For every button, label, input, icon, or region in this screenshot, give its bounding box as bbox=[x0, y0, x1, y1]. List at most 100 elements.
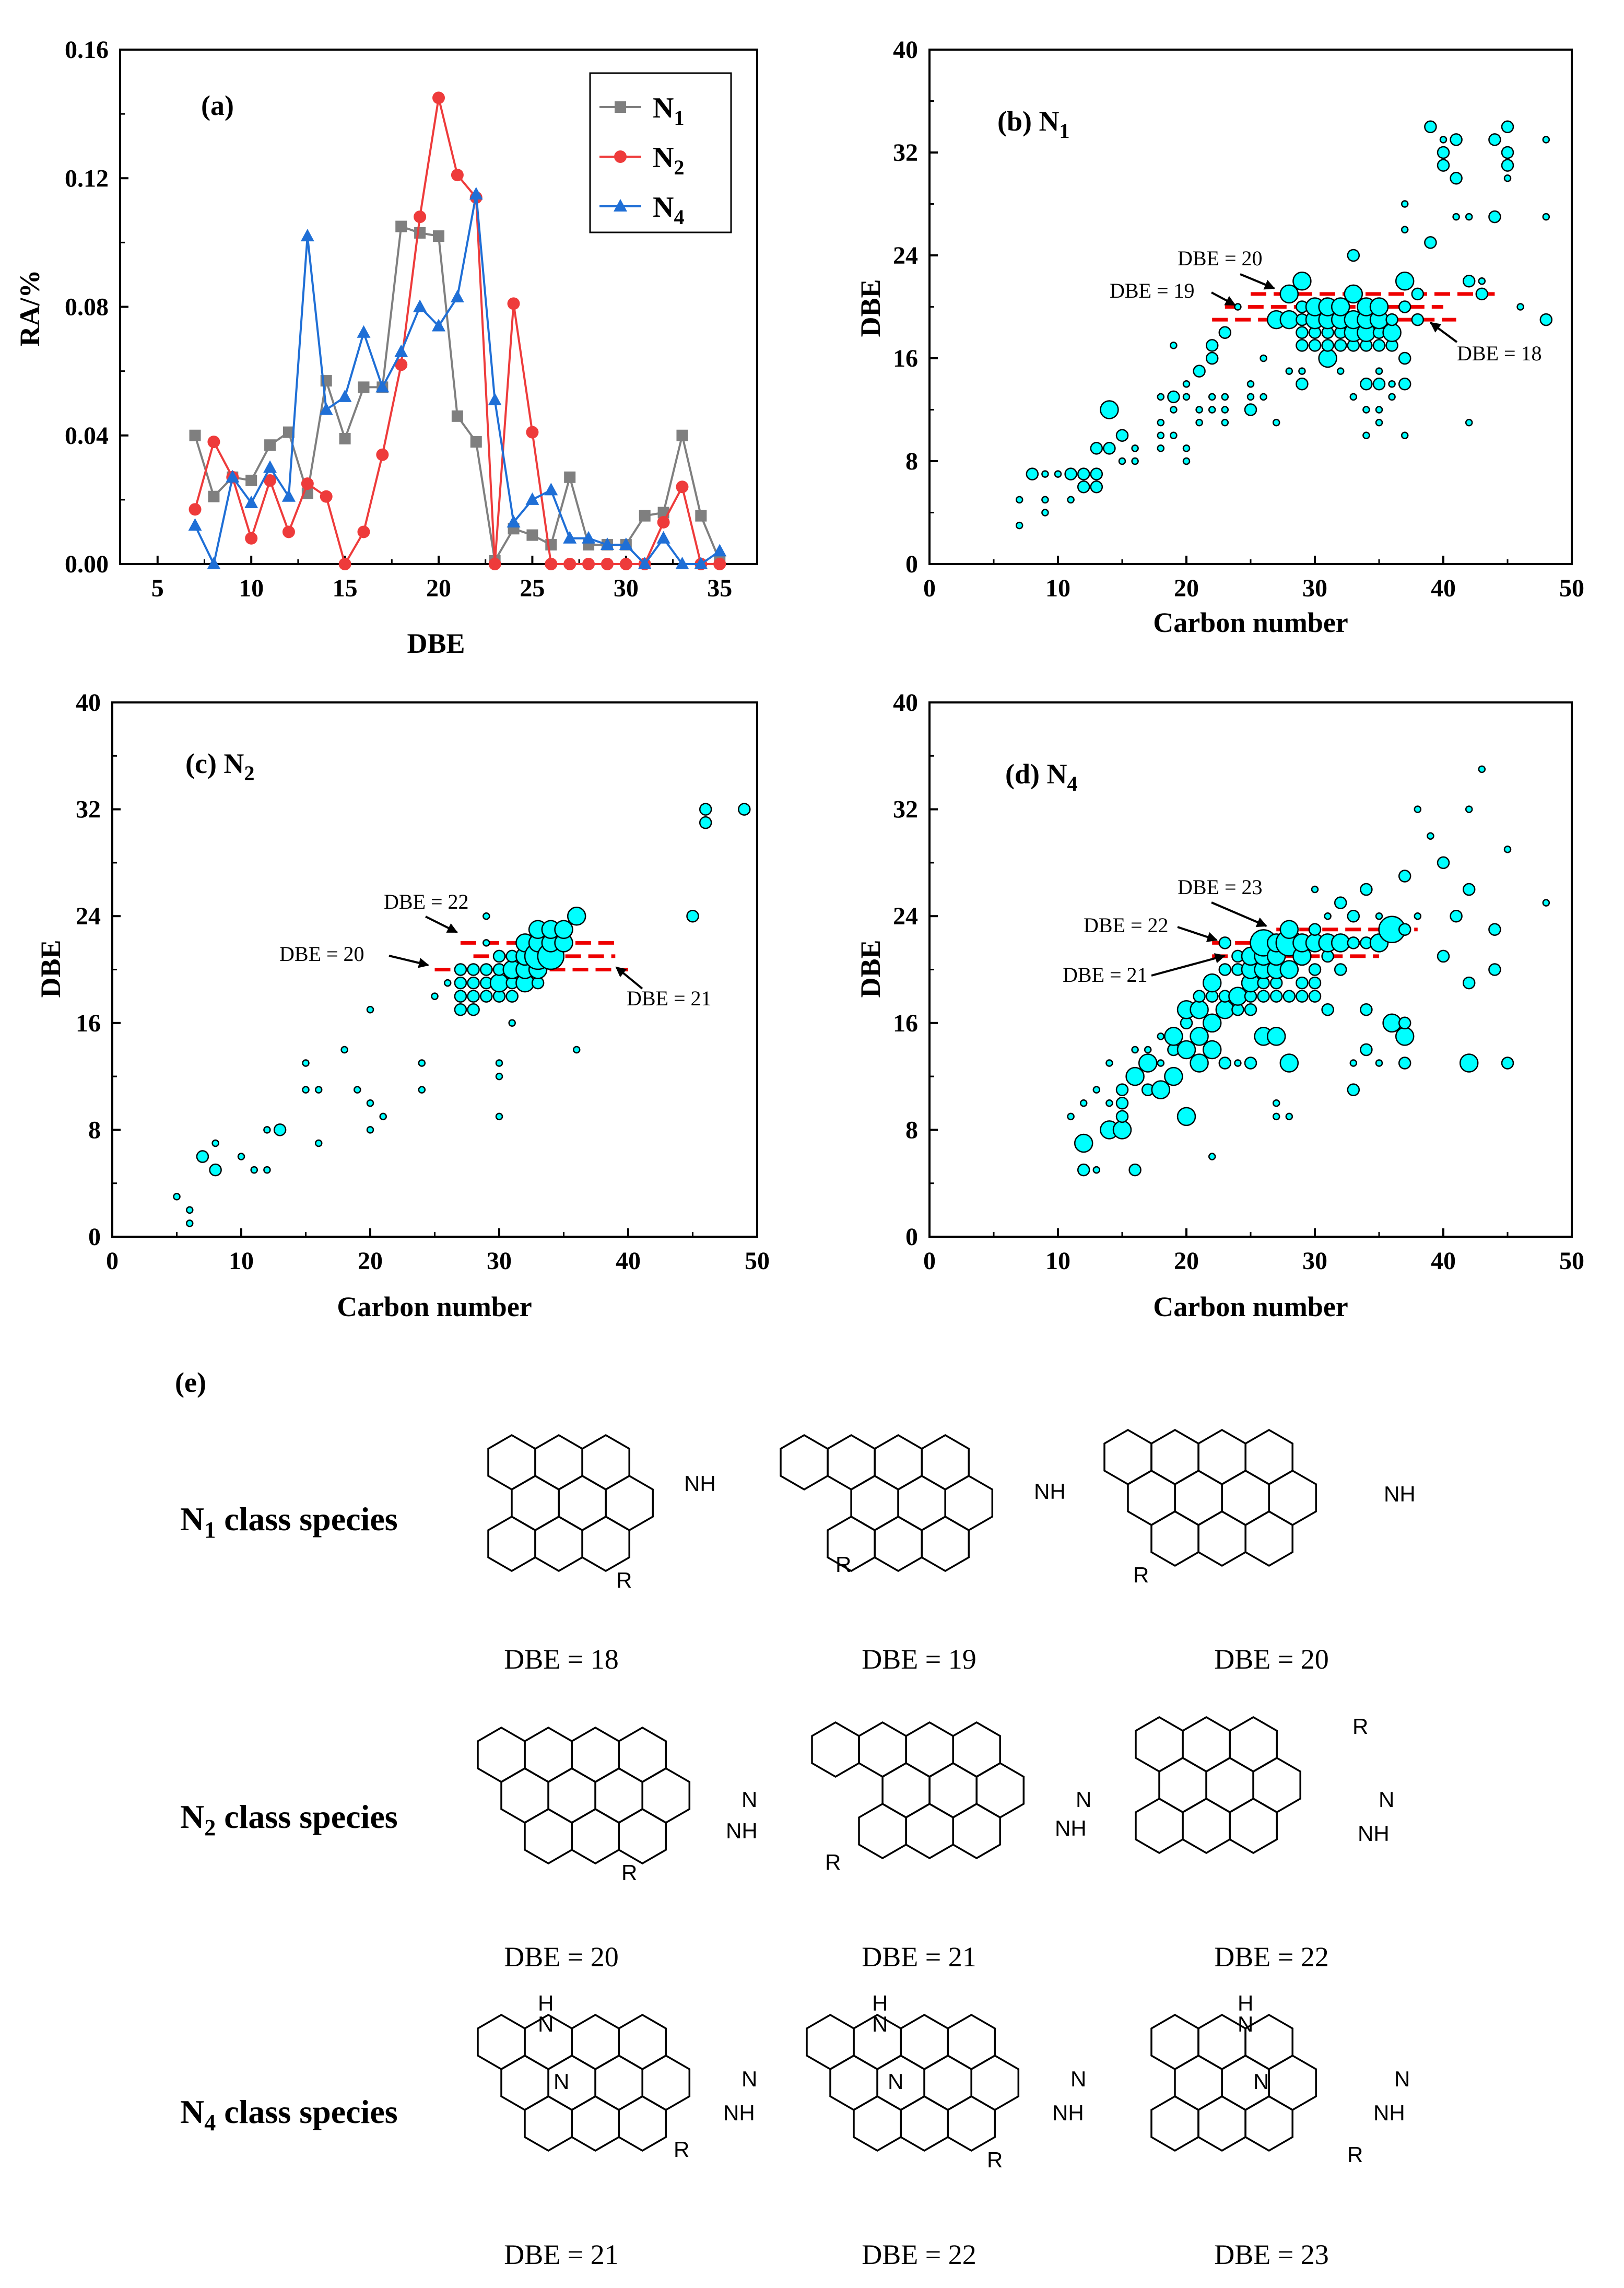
ring bbox=[905, 1802, 954, 1860]
scatter-point bbox=[1182, 444, 1191, 452]
data-point-N4 bbox=[525, 492, 539, 505]
class-label-n4-main: N bbox=[180, 2093, 204, 2130]
scatter-point bbox=[505, 990, 519, 1003]
panel-a-xlabel: DBE bbox=[407, 628, 465, 659]
scatter-point bbox=[699, 803, 712, 816]
scatter-point bbox=[1112, 1120, 1132, 1140]
ring bbox=[547, 1767, 596, 1824]
ring bbox=[641, 1767, 691, 1824]
scatter-point bbox=[418, 1059, 426, 1067]
data-point-N4 bbox=[450, 290, 464, 303]
scatter-point bbox=[1450, 909, 1463, 923]
scatter-point bbox=[379, 1112, 387, 1121]
scatter-point bbox=[1193, 990, 1206, 1003]
scatter-point bbox=[454, 963, 467, 976]
r-label: R bbox=[825, 1850, 841, 1874]
scatter-point bbox=[1516, 303, 1524, 311]
scatter-point bbox=[1336, 367, 1345, 375]
y-tick-label: 0 bbox=[905, 550, 918, 578]
panel-a-title: (a) bbox=[201, 90, 234, 121]
scatter-point bbox=[1369, 297, 1389, 316]
scatter-point bbox=[1542, 213, 1550, 221]
legend-marker-N1 bbox=[615, 101, 626, 113]
structure-n2-c: N NH R bbox=[1135, 1714, 1394, 1855]
x-tick-label: 0 bbox=[923, 1247, 936, 1275]
r-label: R bbox=[674, 2137, 689, 2162]
ring bbox=[900, 2095, 949, 2152]
scatter-point bbox=[1208, 393, 1216, 401]
ring bbox=[641, 2054, 691, 2111]
scatter-point bbox=[209, 1163, 222, 1177]
scatter-point bbox=[1437, 146, 1450, 159]
data-point-N2 bbox=[264, 474, 277, 487]
scatter-point bbox=[1450, 172, 1463, 185]
scatter-point bbox=[1195, 406, 1203, 414]
scatter-point bbox=[467, 963, 480, 976]
class-label-n4-sub: 4 bbox=[204, 2110, 216, 2136]
data-point-N1 bbox=[433, 230, 444, 242]
ring bbox=[1197, 1428, 1246, 1486]
ring bbox=[1158, 1756, 1207, 1814]
scatter-point bbox=[273, 1123, 287, 1136]
annotation-d-dbe23: DBE = 23 bbox=[1178, 875, 1263, 899]
y-tick-label: 16 bbox=[893, 345, 918, 372]
ring bbox=[581, 1434, 630, 1491]
scatter-point bbox=[1503, 174, 1512, 182]
h-label: H bbox=[538, 1991, 554, 2015]
ring bbox=[1103, 1428, 1152, 1486]
data-point-N2 bbox=[545, 558, 558, 570]
scatter-point bbox=[1382, 1013, 1402, 1033]
panel-b-title-main: (b) N bbox=[997, 105, 1060, 137]
ring bbox=[581, 1515, 630, 1573]
x-tick-label: 30 bbox=[614, 574, 639, 602]
data-point-N4 bbox=[319, 402, 333, 415]
nh-label: NH bbox=[1055, 1816, 1087, 1840]
scatter-point bbox=[1298, 367, 1306, 375]
n-label: N bbox=[742, 1787, 757, 1812]
ring bbox=[1205, 1756, 1254, 1814]
scatter-point bbox=[1190, 1027, 1209, 1046]
y-tick-label: 0 bbox=[88, 1223, 101, 1251]
scatter-point bbox=[1218, 1057, 1232, 1070]
ring bbox=[1182, 1716, 1231, 1773]
scatter-point bbox=[1218, 936, 1232, 949]
data-point-N2 bbox=[357, 525, 370, 538]
scatter-point bbox=[1041, 496, 1049, 504]
data-point-N4 bbox=[675, 557, 689, 569]
data-point-N4 bbox=[432, 319, 445, 332]
scatter-point bbox=[467, 990, 480, 1003]
ring bbox=[500, 2054, 549, 2111]
data-point-N4 bbox=[226, 470, 240, 483]
y-tick-label: 8 bbox=[88, 1116, 101, 1144]
ring bbox=[1150, 1428, 1199, 1486]
scatter-point bbox=[1462, 883, 1476, 896]
scatter-point bbox=[492, 949, 506, 963]
data-point-N1 bbox=[639, 510, 651, 522]
scatter-point bbox=[366, 1099, 374, 1107]
class-label-n2-rest: class species bbox=[216, 1798, 397, 1835]
scatter-point bbox=[1100, 400, 1119, 419]
scatter-point bbox=[1125, 1066, 1145, 1086]
scatter-point bbox=[1115, 1097, 1129, 1110]
scatter-point bbox=[1105, 1099, 1113, 1107]
r-label: R bbox=[616, 1568, 632, 1592]
ring bbox=[858, 1802, 907, 1860]
data-point-N1 bbox=[264, 439, 276, 451]
scatter-point bbox=[1077, 480, 1090, 494]
scatter-point bbox=[1234, 303, 1242, 311]
nh-label: NH bbox=[1373, 2101, 1405, 2125]
ring bbox=[874, 1515, 923, 1573]
ring bbox=[571, 1726, 620, 1784]
scatter-point bbox=[699, 816, 712, 829]
dbe-label-n1-b: DBE = 19 bbox=[862, 1644, 976, 1675]
scatter-point bbox=[1296, 326, 1309, 339]
ring bbox=[500, 1767, 549, 1824]
scatter-point bbox=[572, 1046, 581, 1054]
data-point-N4 bbox=[281, 489, 296, 502]
scatter-point bbox=[1272, 1112, 1280, 1121]
scatter-point bbox=[1542, 899, 1550, 907]
n-label: N bbox=[554, 2069, 569, 2094]
data-point-N4 bbox=[375, 380, 390, 393]
scatter-point bbox=[1424, 120, 1437, 133]
scatter-point bbox=[495, 1059, 503, 1067]
